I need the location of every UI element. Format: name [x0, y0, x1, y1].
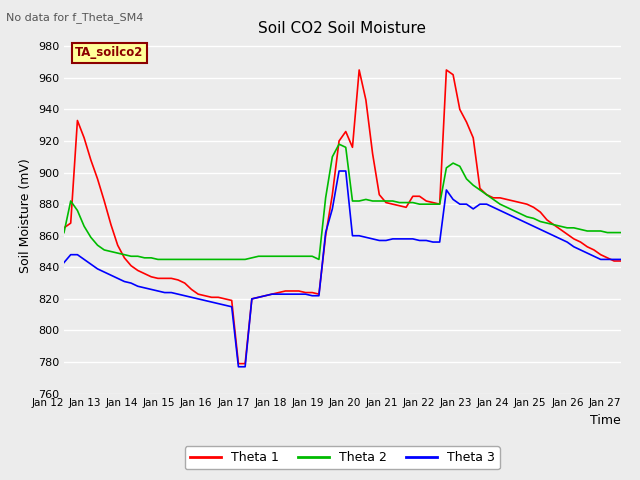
Y-axis label: Soil Moisture (mV): Soil Moisture (mV) [19, 158, 33, 274]
Text: No data for f_Theta_SM4: No data for f_Theta_SM4 [6, 12, 144, 23]
Title: Soil CO2 Soil Moisture: Soil CO2 Soil Moisture [259, 21, 426, 36]
Text: TA_soilco2: TA_soilco2 [75, 46, 143, 59]
Legend: Theta 1, Theta 2, Theta 3: Theta 1, Theta 2, Theta 3 [185, 446, 500, 469]
X-axis label: Time: Time [590, 414, 621, 427]
